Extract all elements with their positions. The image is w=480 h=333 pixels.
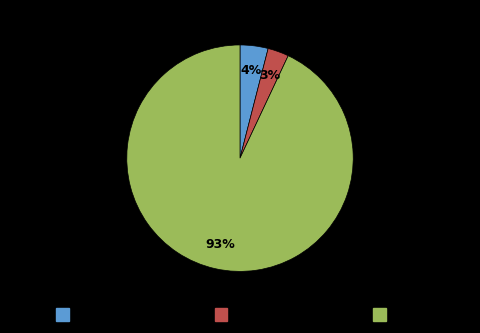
Wedge shape — [240, 49, 288, 158]
Wedge shape — [240, 45, 268, 158]
Text: 93%: 93% — [206, 238, 236, 251]
Text: 3%: 3% — [259, 69, 280, 82]
Text: 4%: 4% — [240, 64, 262, 77]
Wedge shape — [127, 45, 353, 271]
